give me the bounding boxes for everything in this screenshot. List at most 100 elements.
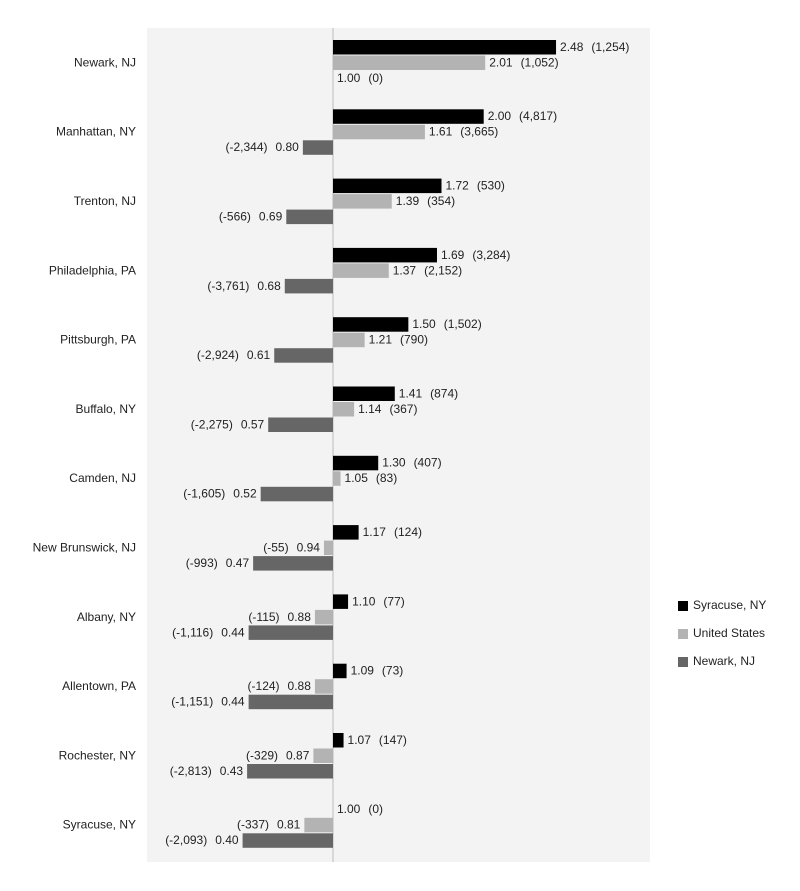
count-label: (147) bbox=[379, 733, 407, 747]
count-label: (-566) bbox=[219, 210, 251, 224]
count-label: (4,817) bbox=[519, 109, 557, 123]
bar bbox=[333, 594, 349, 609]
count-label: (-1,116) bbox=[172, 625, 213, 639]
value-label: 2.48 bbox=[560, 40, 584, 54]
category-label: Pittsburgh, PA bbox=[60, 333, 136, 347]
bar bbox=[333, 178, 442, 194]
count-label: (77) bbox=[383, 594, 404, 608]
count-label: (790) bbox=[400, 333, 428, 347]
count-label: (-3,761) bbox=[207, 279, 249, 293]
count-label: (367) bbox=[389, 402, 417, 416]
plot-area bbox=[147, 28, 650, 862]
bar bbox=[333, 194, 392, 209]
value-label: 0.69 bbox=[259, 210, 283, 224]
value-label: 1.00 bbox=[337, 71, 361, 85]
count-label: (1,052) bbox=[521, 55, 559, 69]
count-label: (1,254) bbox=[591, 40, 629, 54]
value-label: 1.72 bbox=[446, 179, 470, 193]
bar bbox=[333, 386, 395, 401]
value-label: 0.57 bbox=[241, 417, 265, 431]
bar bbox=[333, 40, 557, 55]
value-label: 1.10 bbox=[352, 594, 376, 608]
bar bbox=[248, 694, 333, 710]
bar bbox=[253, 556, 333, 571]
count-label: (874) bbox=[430, 386, 458, 400]
value-label: 0.88 bbox=[288, 679, 312, 693]
bar bbox=[302, 140, 333, 155]
count-label: (3,665) bbox=[460, 125, 498, 139]
count-label: (-115) bbox=[248, 610, 279, 624]
bar bbox=[333, 525, 359, 540]
value-label: 1.07 bbox=[348, 733, 372, 747]
category-label: Buffalo, NY bbox=[76, 402, 136, 416]
bar bbox=[333, 247, 437, 263]
count-label: (530) bbox=[477, 179, 505, 193]
value-label: 1.37 bbox=[393, 263, 417, 277]
count-label: (-124) bbox=[248, 679, 280, 693]
legend-swatch bbox=[678, 657, 688, 667]
count-label: (0) bbox=[368, 71, 383, 85]
value-label: 1.39 bbox=[396, 194, 420, 208]
legend-label: United States bbox=[693, 626, 765, 640]
value-label: 0.81 bbox=[277, 818, 301, 832]
value-label: 0.94 bbox=[297, 541, 321, 555]
count-label: (124) bbox=[394, 525, 422, 539]
value-label: 0.52 bbox=[233, 487, 257, 501]
value-label: 1.05 bbox=[345, 471, 369, 485]
value-label: 0.61 bbox=[247, 348, 271, 362]
count-label: (-993) bbox=[186, 556, 218, 570]
category-label: Albany, NY bbox=[77, 610, 136, 624]
category-label: Allentown, PA bbox=[62, 679, 136, 693]
category-label: Newark, NJ bbox=[74, 55, 136, 69]
count-label: (354) bbox=[427, 194, 455, 208]
legend-swatch bbox=[678, 601, 688, 611]
legend-swatch bbox=[678, 629, 688, 639]
category-label: Philadelphia, PA bbox=[49, 263, 136, 277]
bar bbox=[248, 625, 333, 640]
value-label: 1.41 bbox=[399, 386, 423, 400]
count-label: (2,152) bbox=[424, 263, 462, 277]
category-label: Manhattan, NY bbox=[56, 125, 136, 139]
count-label: (83) bbox=[376, 471, 397, 485]
count-label: (0) bbox=[368, 802, 383, 816]
bar bbox=[333, 402, 355, 417]
bar bbox=[274, 348, 333, 363]
count-label: (-2,924) bbox=[197, 348, 239, 362]
category-label: Camden, NJ bbox=[69, 471, 136, 485]
value-label: 0.44 bbox=[221, 695, 245, 709]
bar bbox=[247, 764, 333, 779]
count-label: (-2,344) bbox=[225, 140, 267, 154]
value-label: 1.00 bbox=[337, 802, 361, 816]
bar bbox=[242, 833, 333, 848]
bar bbox=[260, 486, 333, 502]
category-label: Syracuse, NY bbox=[63, 818, 136, 832]
bar bbox=[304, 817, 333, 833]
value-label: 0.80 bbox=[276, 140, 300, 154]
value-label: 0.68 bbox=[257, 279, 281, 293]
count-label: (407) bbox=[414, 456, 442, 470]
value-label: 0.87 bbox=[286, 748, 310, 762]
value-label: 2.01 bbox=[489, 55, 513, 69]
value-label: 0.43 bbox=[220, 764, 244, 778]
category-label: Rochester, NY bbox=[59, 748, 136, 762]
category-label: Trenton, NJ bbox=[74, 194, 136, 208]
bar bbox=[333, 663, 347, 679]
bar bbox=[286, 209, 333, 225]
count-label: (1,502) bbox=[444, 317, 482, 331]
count-label: (-329) bbox=[246, 748, 278, 762]
value-label: 1.21 bbox=[369, 333, 393, 347]
bar bbox=[314, 609, 333, 625]
value-label: 0.40 bbox=[215, 833, 239, 847]
value-label: 0.88 bbox=[288, 610, 312, 624]
bar bbox=[333, 471, 341, 486]
value-label: 1.30 bbox=[382, 456, 406, 470]
value-label: 1.17 bbox=[363, 525, 387, 539]
legend-label: Syracuse, NY bbox=[693, 598, 766, 612]
bar bbox=[284, 278, 333, 294]
count-label: (-1,151) bbox=[171, 695, 213, 709]
count-label: (-2,813) bbox=[170, 764, 212, 778]
bar bbox=[333, 317, 409, 332]
value-label: 1.50 bbox=[412, 317, 436, 331]
value-label: 1.09 bbox=[351, 664, 375, 678]
bar bbox=[314, 679, 333, 694]
